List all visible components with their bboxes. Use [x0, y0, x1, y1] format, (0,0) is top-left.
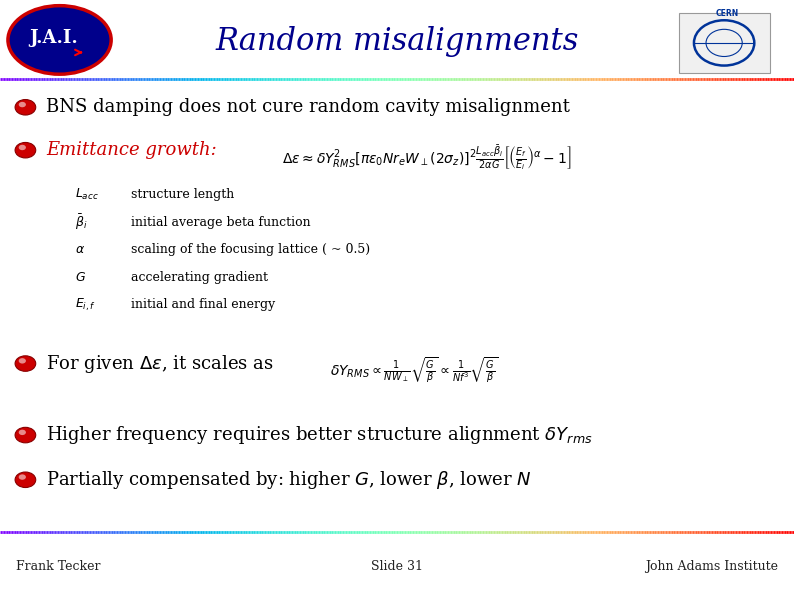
Circle shape: [19, 358, 26, 364]
Text: structure length: structure length: [131, 188, 234, 201]
Text: $E_{i,f}$: $E_{i,f}$: [75, 296, 96, 313]
Text: For given $\Delta\varepsilon$, it scales as: For given $\Delta\varepsilon$, it scales…: [46, 353, 274, 374]
Circle shape: [19, 145, 26, 150]
Text: $G$: $G$: [75, 271, 87, 284]
Circle shape: [15, 100, 36, 115]
Circle shape: [19, 102, 26, 107]
Circle shape: [15, 142, 36, 158]
Text: accelerating gradient: accelerating gradient: [131, 271, 268, 284]
Text: J.A.I.: J.A.I.: [29, 29, 79, 46]
Text: scaling of the focusing lattice ( ~ 0.5): scaling of the focusing lattice ( ~ 0.5): [131, 243, 370, 256]
Text: $\bar{\beta}_i$: $\bar{\beta}_i$: [75, 213, 88, 232]
Text: Higher frequency requires better structure alignment $\delta Y_{rms}$: Higher frequency requires better structu…: [46, 424, 593, 446]
Text: $\Delta\varepsilon \approx \delta Y_{RMS}^2 \left[\pi\varepsilon_0 Nr_e W_{\perp: $\Delta\varepsilon \approx \delta Y_{RMS…: [282, 143, 572, 172]
Text: $\delta Y_{RMS} \propto \frac{1}{NW_{\perp}}\sqrt{\frac{G}{\beta}} \propto \frac: $\delta Y_{RMS} \propto \frac{1}{NW_{\pe…: [330, 355, 498, 384]
Text: Frank Tecker: Frank Tecker: [16, 560, 100, 573]
Text: Random misalignments: Random misalignments: [215, 26, 579, 57]
Circle shape: [19, 474, 26, 480]
Text: Emittance growth:: Emittance growth:: [46, 141, 217, 159]
Text: initial and final energy: initial and final energy: [131, 298, 276, 311]
Text: BNS damping does not cure random cavity misalignment: BNS damping does not cure random cavity …: [46, 98, 570, 116]
Circle shape: [15, 356, 36, 371]
Circle shape: [15, 472, 36, 488]
Text: Partially compensated by: higher $G$, lower $\beta$, lower $N$: Partially compensated by: higher $G$, lo…: [46, 469, 532, 491]
Text: $L_{acc}$: $L_{acc}$: [75, 187, 99, 203]
Circle shape: [19, 430, 26, 435]
Circle shape: [15, 427, 36, 443]
Text: CERN: CERN: [715, 9, 738, 18]
Text: $\alpha$: $\alpha$: [75, 243, 86, 256]
Text: Slide 31: Slide 31: [371, 560, 423, 573]
Text: initial average beta function: initial average beta function: [131, 216, 310, 229]
Ellipse shape: [8, 6, 111, 74]
Text: John Adams Institute: John Adams Institute: [645, 560, 778, 573]
FancyBboxPatch shape: [679, 13, 770, 73]
